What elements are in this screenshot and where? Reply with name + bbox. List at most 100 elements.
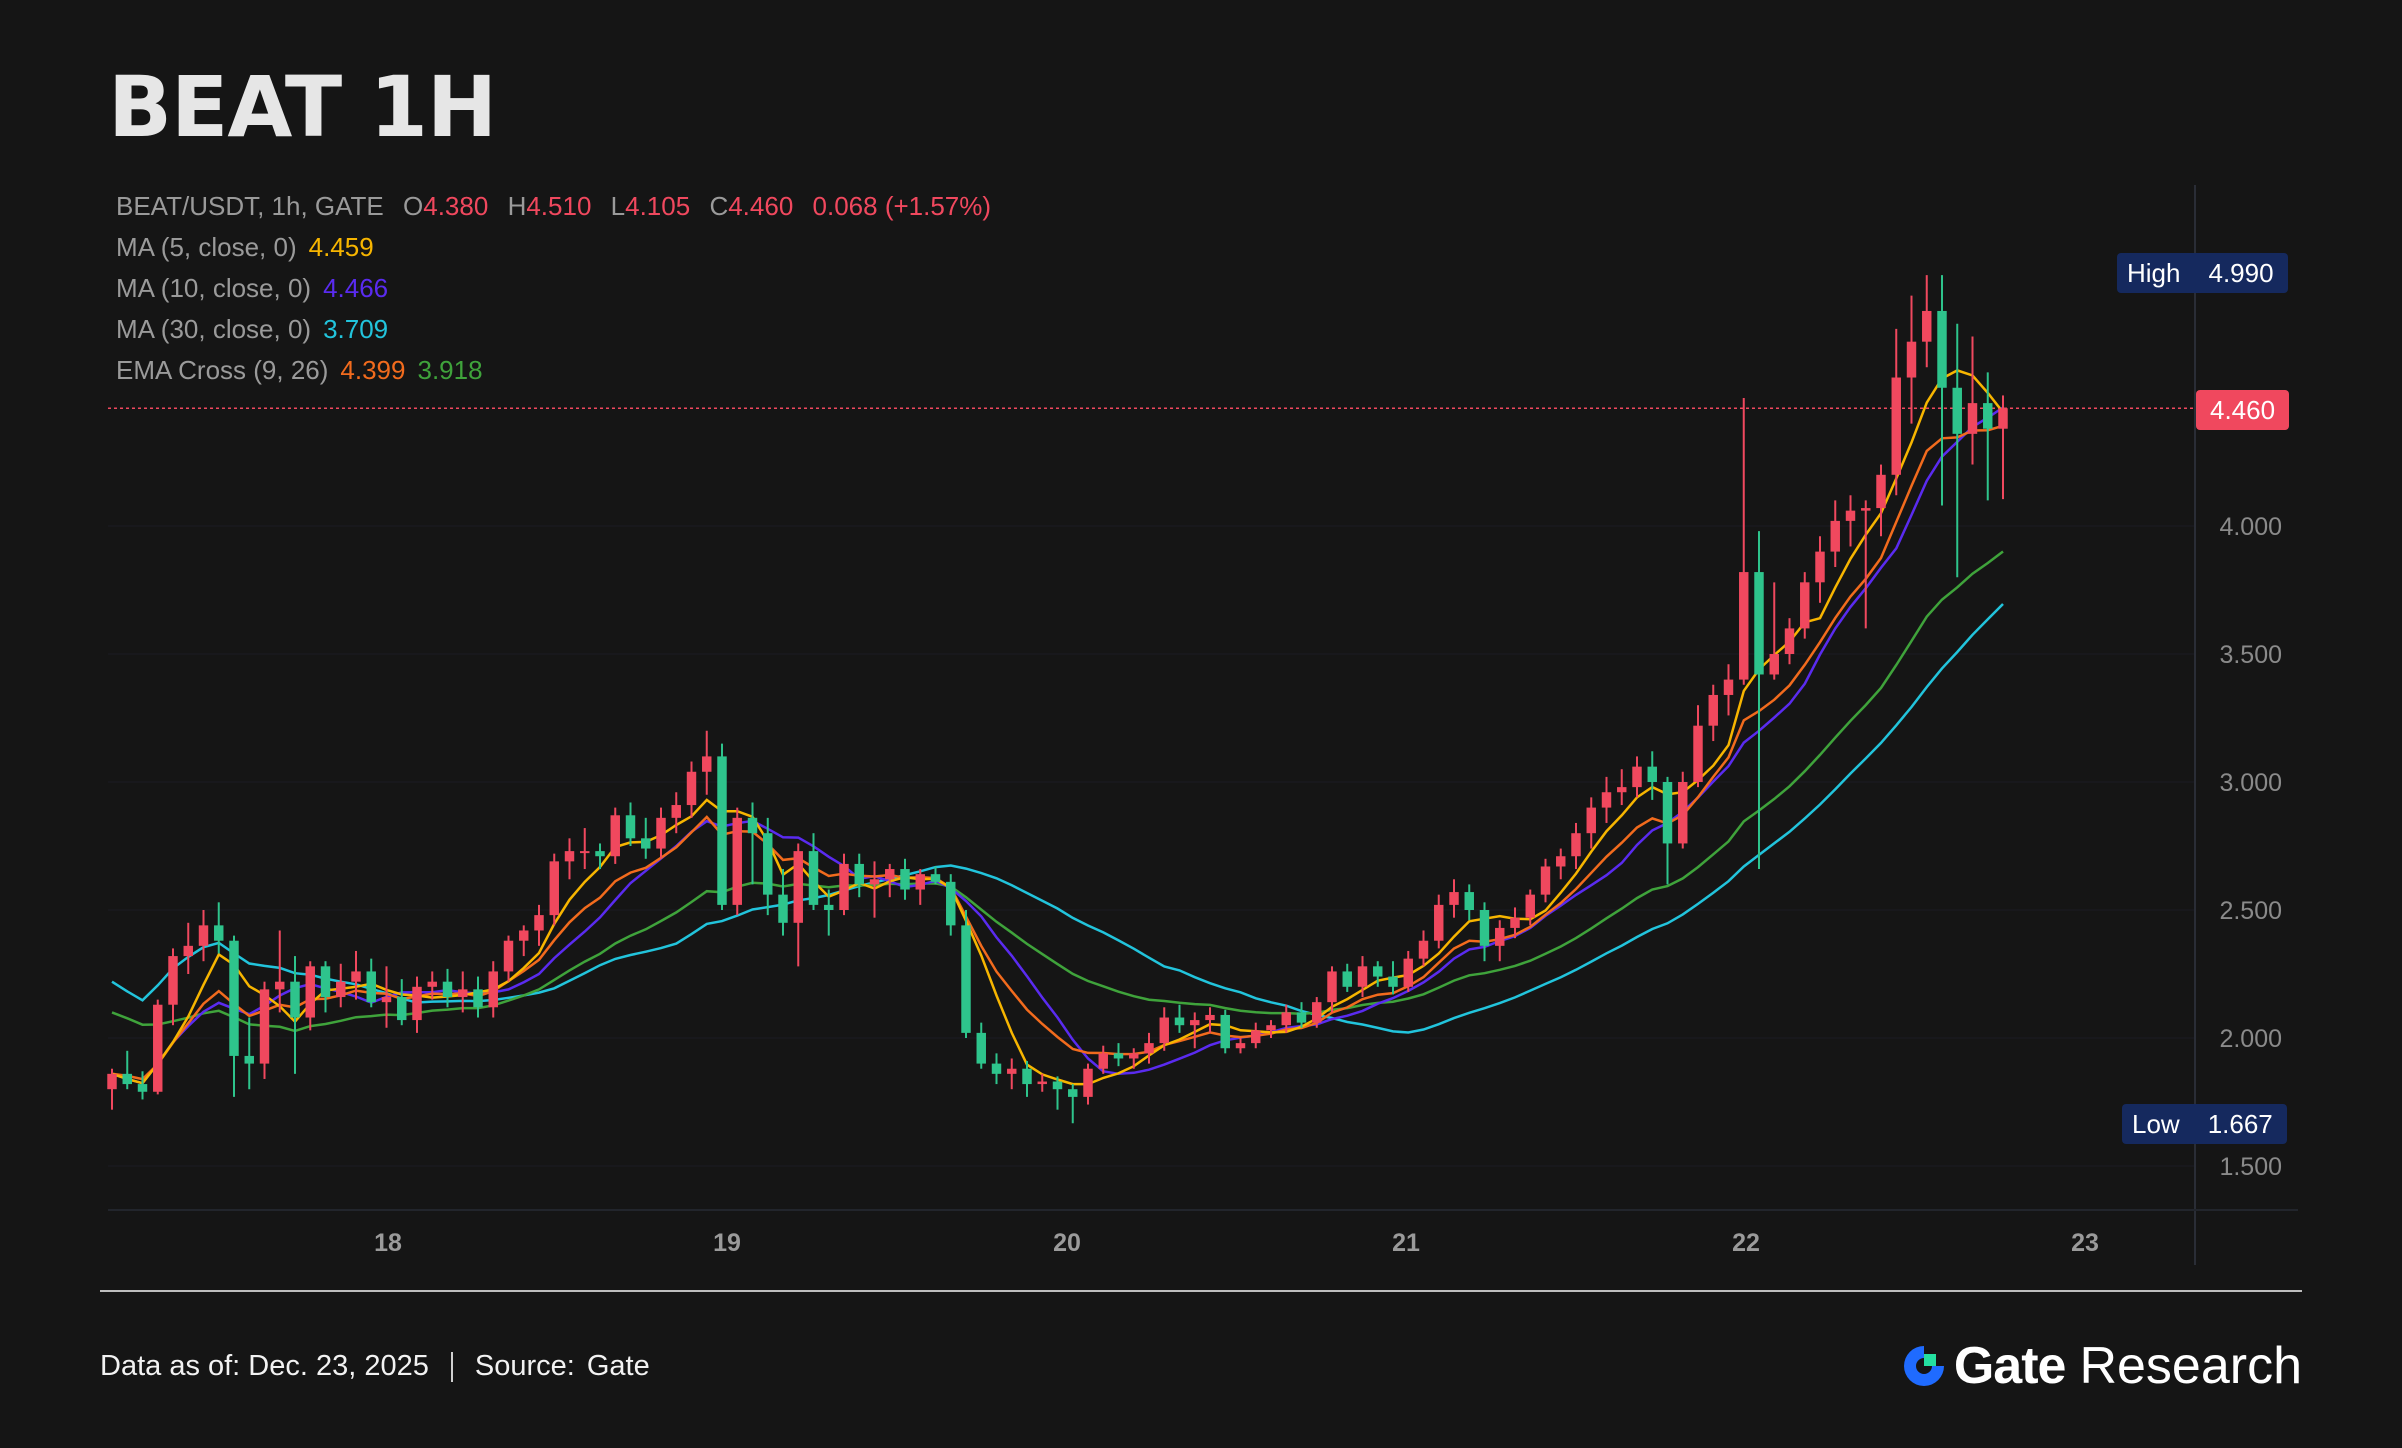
candle-body[interactable]: [793, 851, 803, 923]
candle-body[interactable]: [991, 1063, 1002, 1074]
candle-body[interactable]: [137, 1084, 148, 1092]
candle-body[interactable]: [1052, 1081, 1063, 1090]
candle-body[interactable]: [686, 771, 697, 806]
candle-body[interactable]: [458, 989, 468, 998]
candle-body[interactable]: [1861, 508, 1871, 511]
candle-body[interactable]: [214, 925, 224, 941]
candle-body[interactable]: [412, 986, 422, 1021]
candle-body[interactable]: [1830, 520, 1840, 552]
candle-body[interactable]: [366, 971, 376, 1003]
candle-body[interactable]: [747, 817, 758, 834]
candle-body[interactable]: [961, 925, 971, 1033]
candle-body[interactable]: [1235, 1043, 1246, 1049]
candle-body[interactable]: [1739, 572, 1749, 680]
candle-body[interactable]: [625, 815, 636, 839]
candle-body[interactable]: [1800, 582, 1810, 629]
candle-body[interactable]: [1891, 377, 1901, 475]
candle-body[interactable]: [1937, 310, 1947, 388]
candle-body[interactable]: [1571, 833, 1581, 857]
candle-body[interactable]: [549, 861, 559, 916]
candle-body[interactable]: [656, 817, 666, 849]
candle-body[interactable]: [1296, 1012, 1307, 1023]
candle-body[interactable]: [885, 869, 895, 880]
candle-body[interactable]: [122, 1073, 132, 1085]
candle-body[interactable]: [1510, 917, 1520, 928]
candle-body[interactable]: [1129, 1053, 1139, 1059]
candle-body[interactable]: [320, 966, 331, 998]
candle-body[interactable]: [381, 997, 392, 1003]
candle-body[interactable]: [1906, 341, 1917, 378]
candle-body[interactable]: [488, 971, 498, 1008]
candle-body[interactable]: [1159, 1017, 1169, 1044]
candle-body[interactable]: [824, 904, 834, 910]
candle-body[interactable]: [427, 981, 437, 987]
candle-body[interactable]: [1983, 403, 1993, 429]
candle-body[interactable]: [290, 981, 300, 1018]
candle-body[interactable]: [1693, 725, 1703, 782]
candle-body[interactable]: [839, 863, 849, 910]
candle-body[interactable]: [610, 815, 620, 857]
candle-body[interactable]: [763, 833, 773, 895]
candle-body[interactable]: [1342, 971, 1352, 987]
candle-body[interactable]: [1418, 940, 1429, 959]
candle-body[interactable]: [1068, 1089, 1078, 1097]
candle-body[interactable]: [1266, 1025, 1276, 1031]
candle-body[interactable]: [1373, 966, 1383, 977]
candle-body[interactable]: [595, 851, 605, 857]
candle-body[interactable]: [1525, 894, 1535, 918]
candle-body[interactable]: [1022, 1068, 1032, 1085]
candle-body[interactable]: [1312, 1002, 1322, 1023]
candle-body[interactable]: [1967, 403, 1978, 434]
candle-body[interactable]: [259, 989, 270, 1064]
candle-body[interactable]: [976, 1032, 986, 1064]
candle-body[interactable]: [1037, 1081, 1047, 1085]
candle-body[interactable]: [1617, 787, 1627, 793]
candle-body[interactable]: [1403, 958, 1413, 987]
candle-body[interactable]: [1007, 1068, 1017, 1074]
candle-body[interactable]: [1723, 679, 1734, 695]
candle-body[interactable]: [946, 881, 956, 926]
candle-body[interactable]: [1281, 1012, 1291, 1026]
candle-body[interactable]: [473, 989, 483, 1008]
candle-body[interactable]: [641, 838, 651, 849]
candle-body[interactable]: [1144, 1043, 1154, 1054]
candle-body[interactable]: [1540, 866, 1551, 895]
candle-body[interactable]: [1388, 976, 1398, 987]
candle-body[interactable]: [1083, 1068, 1093, 1097]
candle-body[interactable]: [198, 925, 209, 946]
candle-body[interactable]: [808, 851, 819, 905]
candle-body[interactable]: [900, 869, 910, 890]
candle-body[interactable]: [107, 1073, 117, 1090]
candle-body[interactable]: [1434, 904, 1444, 941]
candle-body[interactable]: [1647, 766, 1657, 782]
candle-body[interactable]: [671, 805, 681, 818]
candle-body[interactable]: [1464, 892, 1474, 910]
candle-body[interactable]: [1754, 572, 1764, 675]
candle-body[interactable]: [1586, 807, 1596, 834]
candle-body[interactable]: [869, 879, 880, 885]
candle-body[interactable]: [1601, 792, 1612, 808]
candle-body[interactable]: [1876, 474, 1886, 509]
candle-body[interactable]: [854, 863, 864, 885]
candle-body[interactable]: [1556, 856, 1566, 867]
candle-body[interactable]: [1098, 1053, 1108, 1069]
candle-body[interactable]: [503, 940, 514, 972]
candle-body[interactable]: [1784, 628, 1795, 654]
candle-body[interactable]: [1479, 910, 1490, 946]
candle-body[interactable]: [1449, 892, 1459, 905]
candle-body[interactable]: [275, 981, 285, 990]
candle-body[interactable]: [1190, 1020, 1200, 1026]
candle-body[interactable]: [1922, 310, 1932, 342]
candle-body[interactable]: [1815, 551, 1825, 583]
candle-body[interactable]: [1998, 408, 2008, 429]
candle-body[interactable]: [183, 945, 193, 957]
candle-body[interactable]: [229, 940, 239, 1056]
candle-body[interactable]: [717, 756, 727, 905]
candle-body[interactable]: [1769, 654, 1779, 675]
candle-body[interactable]: [564, 851, 575, 862]
candle-body[interactable]: [732, 817, 742, 905]
candle-body[interactable]: [442, 981, 453, 998]
candle-body[interactable]: [1357, 966, 1368, 987]
candle-body[interactable]: [1251, 1030, 1261, 1044]
